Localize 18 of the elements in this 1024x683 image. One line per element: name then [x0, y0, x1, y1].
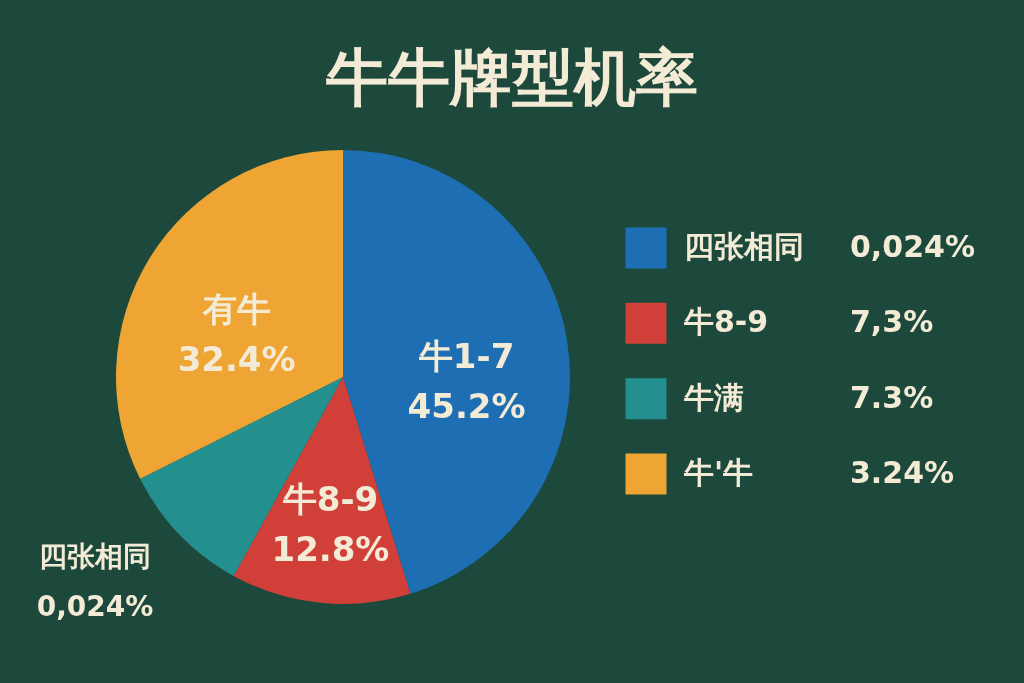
- text: 3.24%: [850, 455, 955, 490]
- data-label: 12.8%: [271, 529, 390, 570]
- text: 四张相同: [39, 540, 151, 573]
- slice-label: 有牛: [201, 289, 271, 330]
- text: 7,3%: [850, 304, 934, 340]
- category-label: 四张相同: [684, 229, 804, 264]
- pie-slice: [116, 150, 343, 479]
- chart-title: 牛牛牌型机率: [326, 41, 698, 114]
- slice-label: 牛1-7: [417, 336, 515, 377]
- category-label: 牛8-9: [683, 304, 769, 340]
- data-label: 32.4%: [177, 339, 296, 380]
- data-label: 45.2%: [407, 386, 526, 427]
- text: 0,024%: [850, 229, 975, 264]
- slice-label: 牛8-9: [281, 479, 379, 520]
- text: 0,024%: [36, 590, 154, 623]
- text: 7.3%: [850, 379, 934, 415]
- category-label: 牛满: [683, 379, 744, 415]
- category-label: 牛'牛: [683, 455, 754, 490]
